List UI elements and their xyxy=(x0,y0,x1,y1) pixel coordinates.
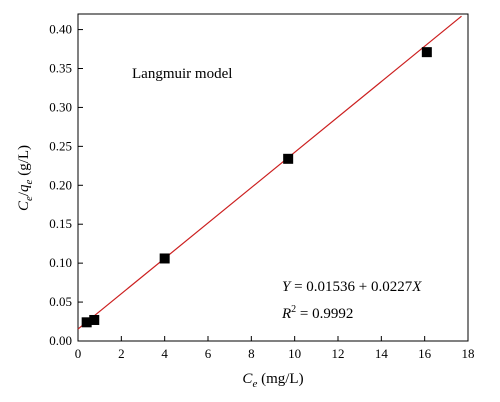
y-tick-label: 0.15 xyxy=(49,216,72,231)
y-axis-title-unit: (g/L) xyxy=(16,145,32,180)
equation-annotation: Y = 0.01536 + 0.0227X xyxy=(282,279,422,295)
x-axis-title-sub: e xyxy=(252,378,257,390)
x-tick-label: 14 xyxy=(375,346,389,361)
y-tick-label: 0.10 xyxy=(49,255,72,270)
equation-lhs: Y xyxy=(282,279,292,295)
r2-label: R xyxy=(281,306,291,322)
y-tick-label: 0.00 xyxy=(49,333,72,348)
y-axis-title-c: C xyxy=(16,200,32,211)
y-tick-label: 0.40 xyxy=(49,22,72,37)
y-tick-label: 0.05 xyxy=(49,294,72,309)
x-tick-label: 4 xyxy=(161,346,168,361)
y-axis-title-q-sub: e xyxy=(23,179,35,184)
x-tick-label: 18 xyxy=(462,346,475,361)
r2-exp: 2 xyxy=(291,304,296,315)
x-tick-label: 2 xyxy=(118,346,125,361)
y-axis-title-slash: / xyxy=(16,191,32,196)
r2-value: = 0.9992 xyxy=(296,306,353,322)
y-tick-label: 0.25 xyxy=(49,138,72,153)
x-axis-ticks: 0 2 4 6 8 10 12 14 16 18 xyxy=(75,336,475,361)
data-point xyxy=(421,47,432,58)
x-tick-label: 6 xyxy=(205,346,212,361)
data-point xyxy=(81,317,92,328)
x-tick-label: 12 xyxy=(332,346,345,361)
x-tick-label: 8 xyxy=(248,346,255,361)
x-axis-title-c: C xyxy=(242,371,253,387)
y-tick-label: 0.30 xyxy=(49,99,72,114)
y-axis-ticks: 0.00 0.05 0.10 0.15 0.20 0.25 0.30 0.35 0.40 xyxy=(49,22,83,348)
fit-line xyxy=(77,15,462,330)
x-axis-title-unit: (mg/L) xyxy=(257,371,303,387)
y-axis-title-c-sub: e xyxy=(23,196,35,201)
y-axis-title: Ce/qe (g/L) xyxy=(16,145,35,211)
plot-frame xyxy=(77,13,469,342)
data-point xyxy=(159,253,170,264)
r2-annotation: R2 = 0.9992 xyxy=(281,304,353,322)
x-tick-label: 10 xyxy=(288,346,301,361)
fit-line-layer xyxy=(77,15,462,330)
x-axis-title: Ce (mg/L) xyxy=(242,371,303,390)
y-axis-title-q: q xyxy=(16,184,32,192)
equation-var: X xyxy=(411,279,422,295)
equation-rhs: = 0.01536 + 0.0227 xyxy=(290,279,412,295)
x-tick-label: 0 xyxy=(75,346,82,361)
data-point xyxy=(283,153,294,164)
data-point xyxy=(89,314,100,325)
data-points-layer xyxy=(81,47,432,328)
y-tick-label: 0.35 xyxy=(49,61,72,76)
model-annotation: Langmuir model xyxy=(132,66,232,82)
y-tick-label: 0.20 xyxy=(49,177,72,192)
x-tick-label: 16 xyxy=(418,346,432,361)
